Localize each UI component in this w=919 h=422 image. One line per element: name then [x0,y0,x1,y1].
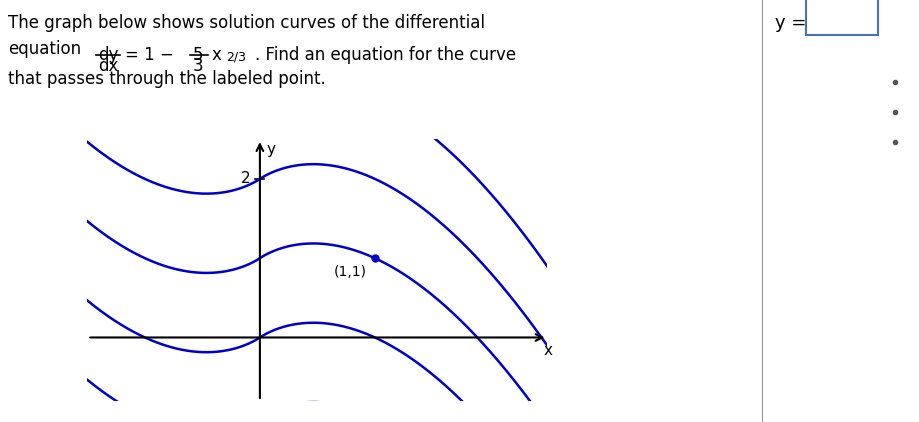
Text: The graph below shows solution curves of the differential: The graph below shows solution curves of… [8,14,484,32]
Text: 3: 3 [193,57,203,75]
Text: = 1 −: = 1 − [125,46,174,64]
Text: (1,1): (1,1) [334,265,367,279]
Text: dy: dy [98,46,119,64]
FancyBboxPatch shape [805,0,877,35]
Text: y =: y = [774,14,805,32]
Text: 2/3: 2/3 [226,51,245,64]
Text: dx: dx [98,57,119,75]
Text: . Find an equation for the curve: . Find an equation for the curve [255,46,516,64]
Text: equation: equation [8,40,81,58]
Text: that passes through the labeled point.: that passes through the labeled point. [8,70,325,88]
Text: x: x [543,343,552,358]
Text: x: x [211,46,221,64]
Text: 2: 2 [241,171,250,187]
Text: y: y [267,142,276,157]
Text: 5: 5 [193,46,203,64]
